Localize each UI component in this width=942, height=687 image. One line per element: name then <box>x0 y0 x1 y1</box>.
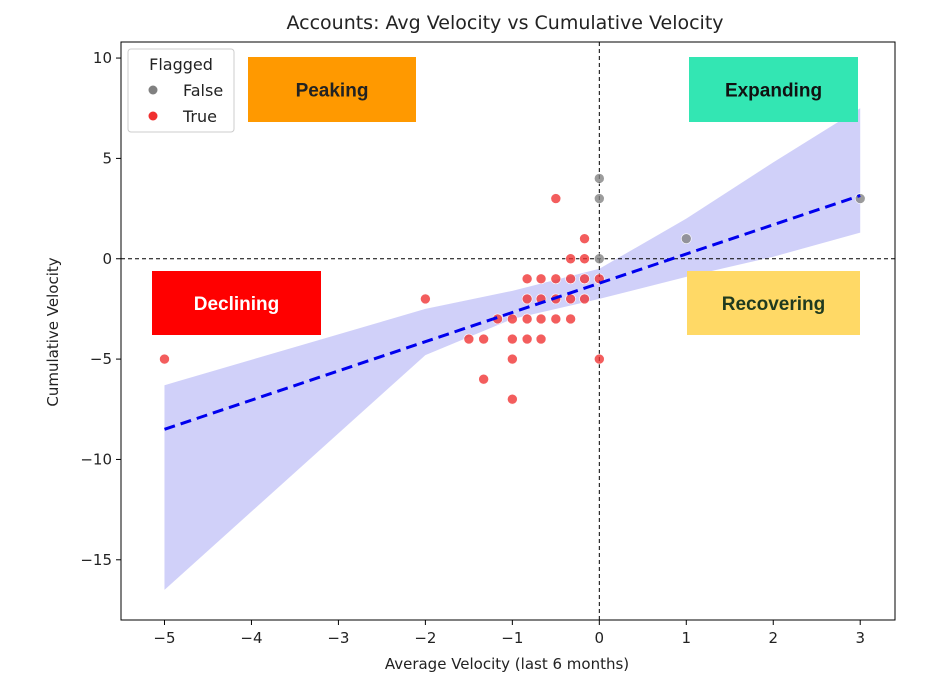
data-point-true <box>507 353 518 365</box>
x-tick-label: 2 <box>768 629 778 647</box>
data-point-true <box>521 293 533 305</box>
plot-area: Peaking Expanding Declining Recovering <box>121 42 895 620</box>
data-point-false <box>594 173 605 184</box>
x-tick-label: −4 <box>240 629 262 647</box>
data-point-true <box>579 273 590 285</box>
y-tick-label: −15 <box>80 551 112 569</box>
quadrant-box-expanding <box>689 57 858 122</box>
legend-box <box>127 48 235 133</box>
plot-frame <box>120 41 896 621</box>
data-point-true <box>594 353 605 365</box>
quadrant-label-declining: Declining <box>194 294 280 315</box>
quadrant-labels-layer: Peaking Expanding Declining Recovering <box>152 57 860 335</box>
data-point-false <box>854 193 866 204</box>
data-point-true <box>565 253 576 265</box>
x-tick-label: −5 <box>153 629 175 647</box>
legend-marker-false <box>148 85 158 95</box>
data-point-true <box>579 233 590 244</box>
legend-marker-true <box>148 111 158 121</box>
data-point-true <box>579 253 590 265</box>
y-axis-label: Cumulative Velocity <box>44 257 62 406</box>
data-point-true <box>478 333 489 345</box>
y-tick-label: 10 <box>93 49 112 67</box>
data-point-true <box>579 293 590 305</box>
quadrant-box-recovering <box>687 271 860 335</box>
y-tick-label: −5 <box>90 350 112 368</box>
confidence-band <box>164 108 861 590</box>
y-tick-label: 0 <box>102 250 112 268</box>
x-tick-label: 1 <box>682 629 692 647</box>
data-point-true <box>535 333 547 345</box>
data-point-true <box>550 273 562 285</box>
data-point-false <box>594 193 605 204</box>
x-tick-label: 3 <box>855 629 865 647</box>
data-point-true <box>159 353 170 365</box>
quadrant-label-recovering: Recovering <box>722 294 825 315</box>
x-tick-label: −2 <box>414 629 436 647</box>
data-point-true <box>550 313 562 325</box>
regression-line-layer <box>164 194 861 431</box>
data-point-true <box>478 373 489 385</box>
legend-label-false: False <box>183 81 223 100</box>
quadrant-label-expanding: Expanding <box>725 81 822 102</box>
data-point-true <box>565 313 576 325</box>
data-point-true <box>507 333 518 345</box>
data-point-true <box>521 313 533 325</box>
y-tick-label: 5 <box>102 149 112 167</box>
y-axis-ticks: −15 −10 −5 0 5 10 <box>80 49 121 569</box>
data-point-true <box>535 273 547 285</box>
quadrant-label-peaking: Peaking <box>296 81 369 102</box>
quadrant-box-declining <box>152 271 321 335</box>
x-tick-label: −1 <box>501 629 523 647</box>
data-point-true <box>521 273 533 285</box>
chart-title: Accounts: Avg Velocity vs Cumulative Vel… <box>286 12 723 34</box>
x-tick-label: 0 <box>595 629 605 647</box>
x-axis-ticks: −5 −4 −3 −2 −1 0 1 2 3 <box>153 620 865 647</box>
x-tick-label: −3 <box>327 629 349 647</box>
x-axis-label: Average Velocity (last 6 months) <box>385 655 629 673</box>
legend: Flagged False True <box>127 48 235 133</box>
legend-title: Flagged <box>149 55 213 74</box>
data-point-false <box>594 253 605 265</box>
regression-line <box>164 194 861 431</box>
data-point-true <box>507 313 518 325</box>
data-point-false <box>680 233 692 244</box>
quadrant-box-peaking <box>248 57 416 122</box>
data-point-true <box>420 293 431 305</box>
data-point-true <box>463 333 475 345</box>
confidence-band-layer <box>164 108 861 590</box>
data-point-true <box>565 273 576 285</box>
legend-label-true: True <box>182 107 217 126</box>
data-point-true <box>535 313 547 325</box>
data-point-true <box>507 393 518 405</box>
y-tick-label: −10 <box>80 450 112 468</box>
reference-lines-layer <box>121 42 895 620</box>
data-point-true <box>521 333 533 345</box>
data-point-true <box>565 293 576 305</box>
data-point-true <box>550 193 562 204</box>
